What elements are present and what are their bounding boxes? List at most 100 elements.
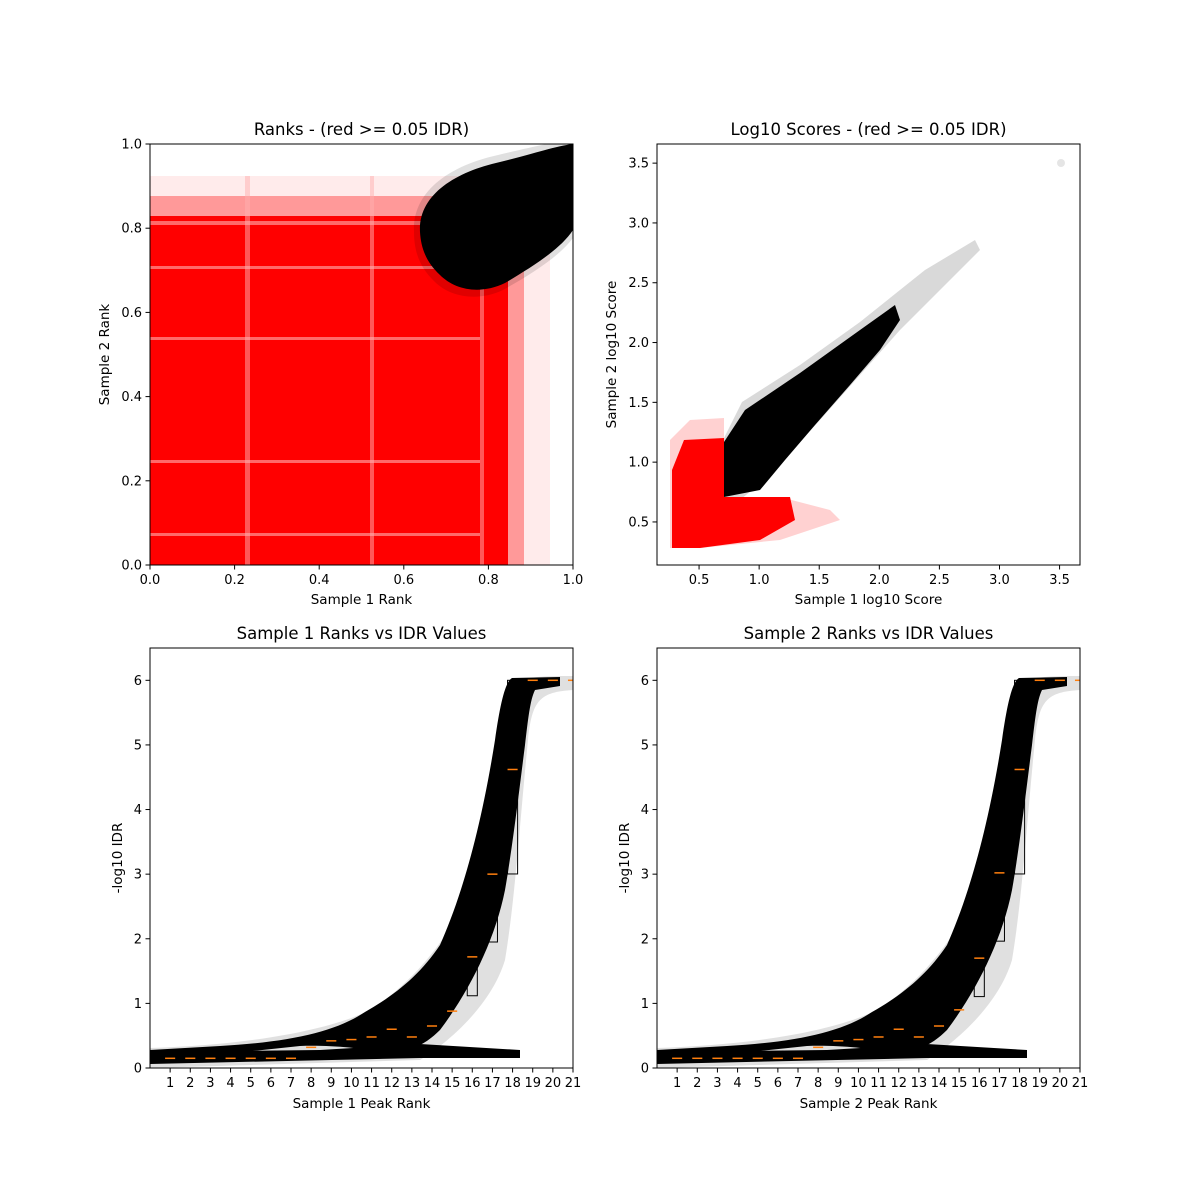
axes-frame (149, 647, 574, 1069)
x-tick-label: 15 (951, 1076, 968, 1091)
idr-point-cloud (657, 677, 1067, 1062)
axes-frame (656, 647, 1081, 1069)
y-tick-label: 0.8 (121, 222, 142, 237)
x-tick-label: 12 (890, 1076, 907, 1091)
outlier-point (1057, 159, 1065, 167)
black-point-cloud (419, 144, 573, 290)
x-tick-label: 6 (267, 1076, 275, 1091)
y-axis-label: -log10 IDR (110, 823, 126, 894)
x-tick-label: 10 (343, 1076, 360, 1091)
boxplot-medians (672, 679, 1080, 1060)
chart-title: Sample 2 Ranks vs IDR Values (744, 624, 994, 643)
panel-log10-scores: Log10 Scores - (red >= 0.05 IDR) 0.5 1.0 1… (604, 120, 1081, 608)
x-axis-label: Sample 2 Peak Rank (800, 1096, 938, 1112)
x-tick-label: 0.5 (689, 573, 710, 588)
x-tick-label: 1 (166, 1076, 174, 1091)
x-tick-label: 6 (774, 1076, 782, 1091)
x-tick-label: 17 (991, 1076, 1008, 1091)
x-tick-label: 1.5 (809, 573, 830, 588)
x-axis-label: Sample 1 Peak Rank (293, 1096, 431, 1112)
x-tick-label: 11 (870, 1076, 887, 1091)
y-tick-label: 1.0 (628, 456, 649, 471)
y-tick-label: 5 (134, 738, 142, 753)
red-point-cloud (672, 438, 795, 548)
x-tick-label: 2.5 (929, 573, 950, 588)
black-point-cloud (724, 305, 900, 497)
y-tick-label: 0.0 (121, 559, 142, 574)
y-tick-label: 4 (134, 803, 142, 818)
y-tick-label: 2.5 (628, 276, 649, 291)
x-tick-label: 12 (383, 1076, 400, 1091)
boxplot-box (1014, 679, 1026, 875)
x-tick-label: 21 (565, 1076, 582, 1091)
x-tick-label: 11 (363, 1076, 380, 1091)
panel-sample2-idr: Sample 2 Ranks vs IDR Values 1 2 3 4 5 6 7 8 9 10… (617, 624, 1088, 1112)
x-axis-label: Sample 1 Rank (311, 592, 413, 608)
y-tick-label: 1.0 (121, 138, 142, 153)
y-tick-label: 3 (134, 868, 142, 883)
x-tick-label: 17 (484, 1076, 501, 1091)
boxplot-box (466, 923, 478, 997)
y-tick-label: 0.2 (121, 474, 142, 489)
chart-title: Log10 Scores - (red >= 0.05 IDR) (730, 120, 1006, 139)
idr-point-cloud (150, 677, 560, 1062)
y-tick-label: 0 (641, 1062, 649, 1077)
y-tick-label: 6 (134, 674, 142, 689)
x-tick-label: 8 (307, 1076, 315, 1091)
x-tick-label: 15 (444, 1076, 461, 1091)
y-tick-label: 2 (641, 932, 649, 947)
plot-area (150, 676, 573, 1068)
y-tick-label: 3 (641, 868, 649, 883)
plot-area (657, 676, 1080, 1068)
x-axis-label: Sample 1 log10 Score (795, 592, 943, 608)
red-band (150, 460, 480, 463)
y-axis-label: -log10 IDR (617, 823, 633, 894)
x-tick-label: 0.8 (478, 573, 499, 588)
boxplots (466, 679, 519, 997)
x-tick-label: 20 (545, 1076, 562, 1091)
y-ticks: 0.0 0.2 0.4 0.6 0.8 1.0 (121, 138, 150, 574)
x-tick-label: 2.0 (869, 573, 890, 588)
red-band (150, 337, 480, 340)
axes-frame (656, 143, 1081, 566)
x-tick-label: 1 (673, 1076, 681, 1091)
x-tick-label: 5 (247, 1076, 255, 1091)
x-tick-label: 1.0 (563, 573, 584, 588)
x-ticks: 0.0 0.2 0.4 0.6 0.8 1.0 (140, 565, 584, 588)
red-band (150, 266, 450, 269)
idr-bottom-band (150, 1044, 520, 1064)
y-axis-label: Sample 2 log10 Score (604, 281, 620, 429)
x-tick-label: 4 (226, 1076, 234, 1091)
y-tick-label: 5 (641, 738, 649, 753)
y-tick-label: 1 (641, 997, 649, 1012)
x-tick-label: 16 (971, 1076, 988, 1091)
x-tick-label: 7 (794, 1076, 802, 1091)
x-ticks: 1 2 3 4 5 6 7 8 9 10 11 12 13 14 15 16 17 18 19 20 21 (166, 1068, 581, 1091)
x-tick-label: 3.5 (1049, 573, 1070, 588)
x-tick-label: 3.0 (989, 573, 1010, 588)
x-tick-label: 3 (206, 1076, 214, 1091)
boxplot-box (507, 679, 519, 875)
x-tick-label: 9 (834, 1076, 842, 1091)
x-tick-label: 7 (287, 1076, 295, 1091)
scatter-series-black (413, 144, 573, 297)
x-tick-label: 0.6 (393, 573, 414, 588)
x-tick-label: 1.0 (749, 573, 770, 588)
axes-frame (149, 143, 574, 566)
y-tick-label: 3.5 (628, 157, 649, 172)
x-tick-label: 0.4 (309, 573, 330, 588)
x-tick-label: 19 (524, 1076, 541, 1091)
chart-title: Sample 1 Ranks vs IDR Values (237, 624, 487, 643)
red-band-vertical (370, 176, 374, 565)
y-tick-label: 1 (134, 997, 142, 1012)
idr-bottom-band (657, 1044, 1027, 1064)
x-tick-label: 2 (186, 1076, 194, 1091)
x-ticks: 1 2 3 4 5 6 7 8 9 10 11 12 13 14 15 16 17 18 19 20 21 (673, 1068, 1088, 1091)
x-tick-label: 0.0 (140, 573, 161, 588)
y-tick-label: 0.5 (628, 515, 649, 530)
y-tick-label: 0 (134, 1062, 142, 1077)
x-tick-label: 13 (911, 1076, 928, 1091)
y-tick-label: 2.0 (628, 336, 649, 351)
x-tick-label: 16 (464, 1076, 481, 1091)
